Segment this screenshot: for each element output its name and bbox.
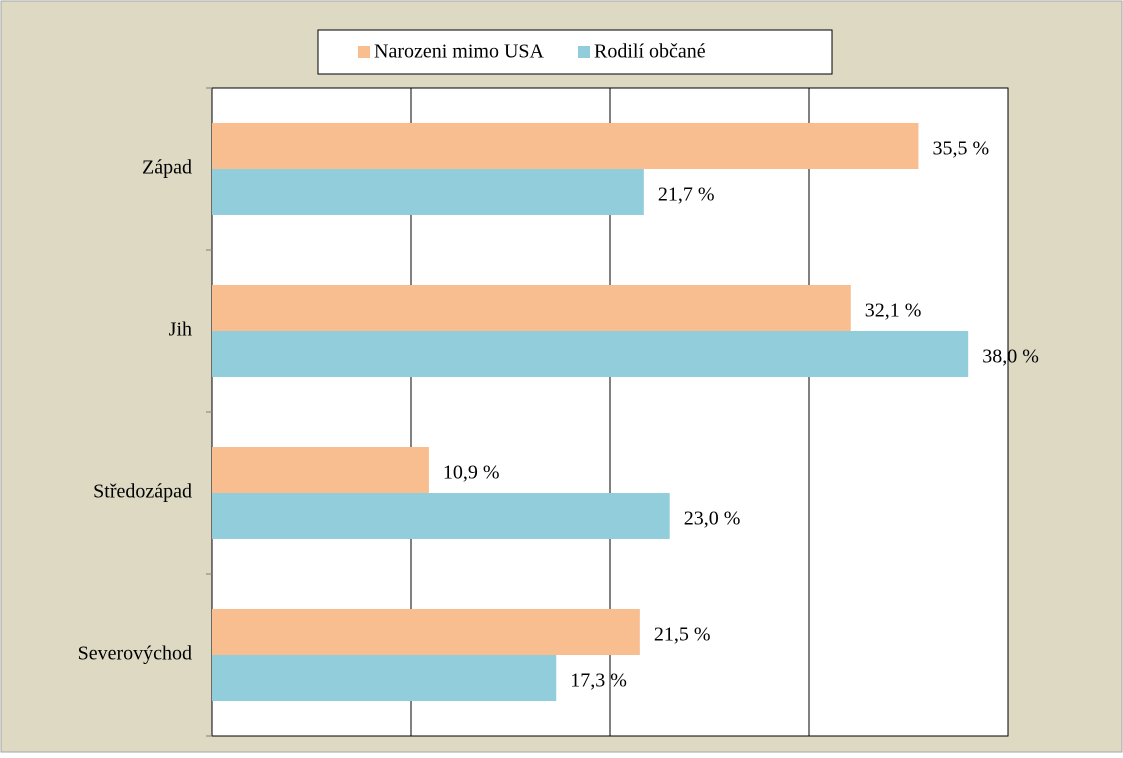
bar (212, 169, 644, 215)
legend-swatch (577, 46, 590, 58)
data-label: 21,7 % (658, 184, 715, 206)
y-tick-label: Západ (142, 157, 192, 179)
data-label: 35,5 % (932, 138, 989, 160)
bar (212, 123, 919, 169)
legend-swatch (358, 46, 370, 58)
bar (212, 493, 670, 539)
legend-box (317, 29, 833, 75)
legend-label: Narozeni mimo USA (374, 41, 545, 63)
bar (212, 331, 969, 377)
y-tick-label: Středozápad (93, 481, 192, 503)
data-label: 38,0 % (982, 346, 1039, 368)
data-label: 17,3 % (570, 670, 627, 692)
y-tick-label: Jih (169, 319, 192, 341)
bar (212, 285, 851, 331)
legend: Narozeni mimo USA Rodilí občané (317, 29, 833, 75)
data-label: 32,1 % (865, 300, 922, 322)
legend-label: Rodilí občané (594, 41, 706, 63)
data-label: 10,9 % (443, 462, 500, 484)
y-tick-label: Severovýchod (78, 643, 192, 665)
data-label: 21,5 % (654, 624, 711, 646)
bar (212, 447, 429, 493)
bar (212, 609, 640, 655)
bar (212, 655, 557, 701)
data-label: 23,0 % (684, 508, 741, 530)
